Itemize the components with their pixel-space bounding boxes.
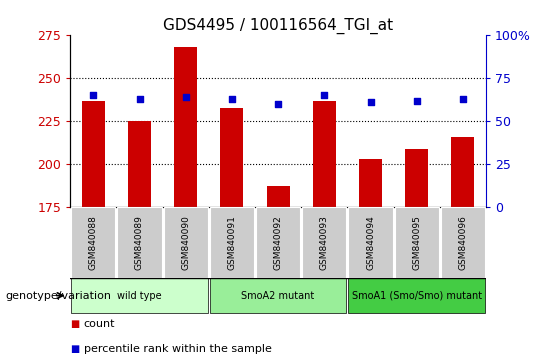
- Bar: [267, 187, 289, 207]
- Text: SmoA2 mutant: SmoA2 mutant: [241, 291, 315, 301]
- Bar: [220, 108, 244, 207]
- Bar: [128, 121, 151, 207]
- Bar: [441, 207, 485, 278]
- Point: [458, 96, 467, 102]
- Bar: [210, 207, 254, 278]
- Bar: [71, 207, 116, 278]
- Bar: [302, 207, 347, 278]
- Point: [366, 99, 375, 105]
- Text: GSM840095: GSM840095: [412, 215, 421, 270]
- Point: [89, 93, 98, 98]
- Text: GSM840089: GSM840089: [135, 215, 144, 270]
- Bar: [117, 207, 161, 278]
- Text: GSM840088: GSM840088: [89, 215, 98, 270]
- Title: GDS4495 / 100116564_TGI_at: GDS4495 / 100116564_TGI_at: [163, 18, 393, 34]
- Bar: [164, 207, 208, 278]
- Text: genotype/variation: genotype/variation: [5, 291, 111, 301]
- Point: [274, 101, 282, 107]
- Text: GSM840093: GSM840093: [320, 215, 329, 270]
- Text: ■: ■: [70, 319, 79, 329]
- Text: GSM840094: GSM840094: [366, 215, 375, 270]
- Bar: [210, 278, 347, 313]
- Text: GSM840091: GSM840091: [227, 215, 237, 270]
- Point: [227, 96, 236, 102]
- Text: GSM840096: GSM840096: [458, 215, 468, 270]
- Bar: [82, 101, 105, 207]
- Bar: [359, 159, 382, 207]
- Point: [181, 95, 190, 100]
- Text: count: count: [84, 319, 115, 329]
- Point: [135, 96, 144, 102]
- Bar: [395, 207, 439, 278]
- Bar: [256, 207, 300, 278]
- Bar: [405, 149, 428, 207]
- Bar: [174, 47, 197, 207]
- Point: [320, 93, 329, 98]
- Point: [413, 98, 421, 103]
- Bar: [71, 278, 208, 313]
- Bar: [348, 207, 393, 278]
- Bar: [451, 137, 475, 207]
- Text: SmoA1 (Smo/Smo) mutant: SmoA1 (Smo/Smo) mutant: [352, 291, 482, 301]
- Text: percentile rank within the sample: percentile rank within the sample: [84, 344, 272, 354]
- Text: wild type: wild type: [117, 291, 162, 301]
- Bar: [313, 101, 336, 207]
- Text: GSM840092: GSM840092: [274, 215, 282, 270]
- Text: ■: ■: [70, 344, 79, 354]
- Text: GSM840090: GSM840090: [181, 215, 190, 270]
- Bar: [348, 278, 485, 313]
